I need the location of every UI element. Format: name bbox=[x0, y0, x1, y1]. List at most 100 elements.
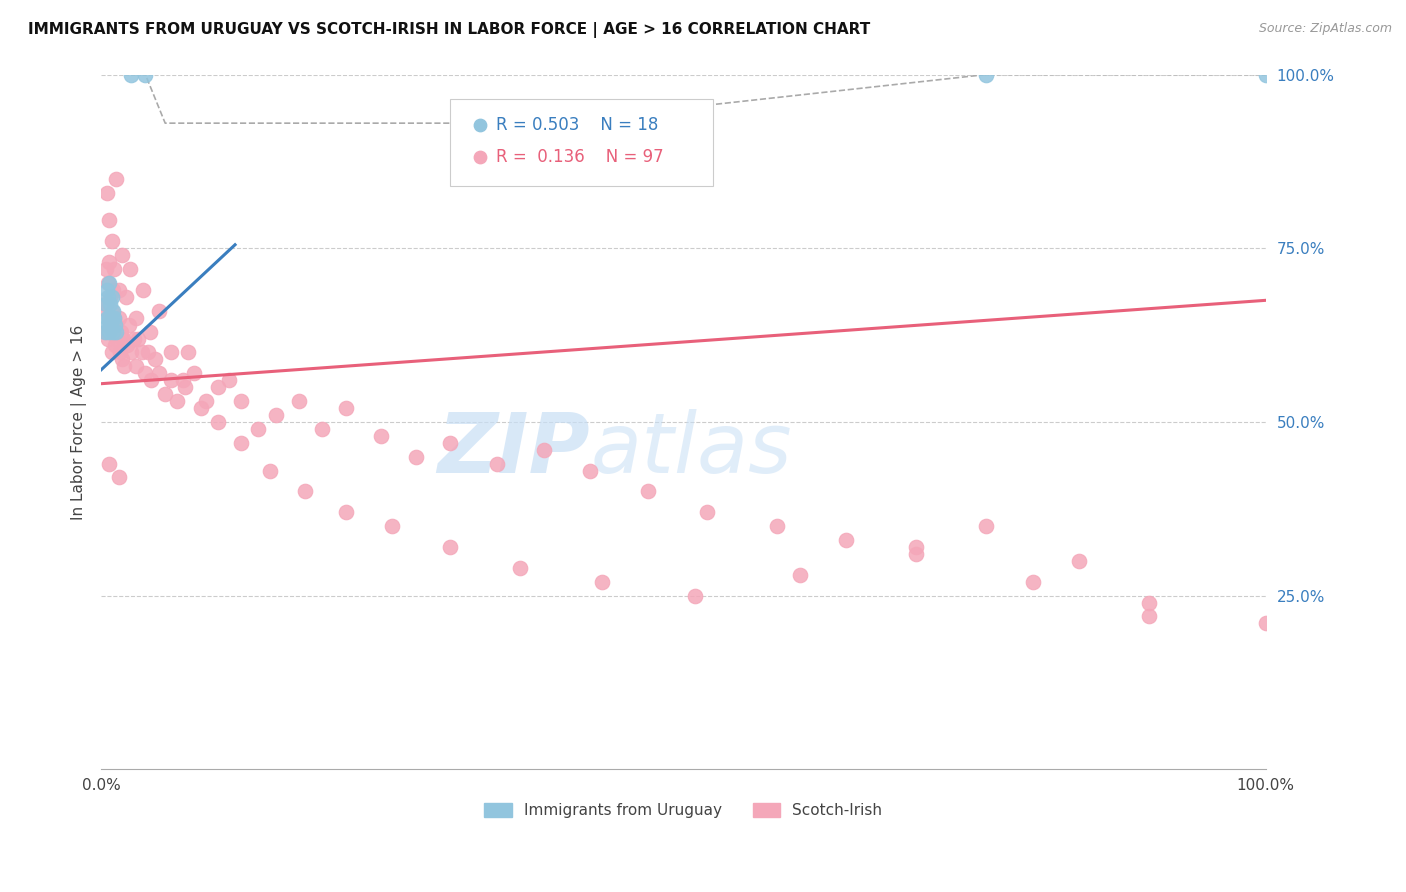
Point bbox=[141, 373, 163, 387]
FancyBboxPatch shape bbox=[450, 99, 713, 186]
Point bbox=[134, 68, 156, 82]
Point bbox=[139, 325, 162, 339]
Point bbox=[905, 540, 928, 554]
Point bbox=[177, 345, 200, 359]
Point bbox=[93, 297, 115, 311]
Point bbox=[579, 464, 602, 478]
Point bbox=[100, 234, 122, 248]
Point bbox=[104, 338, 127, 352]
Point bbox=[509, 561, 531, 575]
Point bbox=[101, 325, 124, 339]
Point bbox=[93, 325, 115, 339]
Point bbox=[335, 505, 357, 519]
Point bbox=[107, 470, 129, 484]
Point bbox=[174, 380, 197, 394]
Point bbox=[101, 283, 124, 297]
Point bbox=[94, 297, 117, 311]
Point bbox=[311, 422, 333, 436]
Point bbox=[696, 505, 718, 519]
Text: atlas: atlas bbox=[591, 409, 792, 491]
Point bbox=[98, 255, 121, 269]
Point bbox=[439, 435, 461, 450]
Point bbox=[288, 394, 311, 409]
Point bbox=[765, 519, 787, 533]
Point bbox=[134, 366, 156, 380]
Point bbox=[381, 519, 404, 533]
Point bbox=[100, 318, 122, 332]
Point bbox=[1254, 616, 1277, 631]
Point bbox=[405, 450, 427, 464]
Point bbox=[1254, 68, 1277, 82]
Point bbox=[229, 435, 252, 450]
Legend: Immigrants from Uruguay, Scotch-Irish: Immigrants from Uruguay, Scotch-Irish bbox=[478, 797, 889, 824]
Point bbox=[105, 325, 128, 339]
Point bbox=[172, 373, 194, 387]
Point bbox=[97, 290, 120, 304]
Point bbox=[468, 118, 491, 132]
Point bbox=[112, 332, 135, 346]
Point bbox=[125, 310, 148, 325]
Point bbox=[1137, 609, 1160, 624]
Point bbox=[103, 310, 125, 325]
Point bbox=[132, 283, 155, 297]
Point bbox=[591, 574, 613, 589]
Point bbox=[111, 352, 134, 367]
Point bbox=[97, 276, 120, 290]
Point bbox=[98, 213, 121, 227]
Point bbox=[107, 332, 129, 346]
Point bbox=[207, 415, 229, 429]
Point bbox=[108, 345, 131, 359]
Point bbox=[335, 401, 357, 415]
Point bbox=[115, 338, 138, 352]
Point bbox=[264, 408, 287, 422]
Point bbox=[294, 484, 316, 499]
Text: ZIP: ZIP bbox=[437, 409, 591, 491]
Point bbox=[114, 290, 136, 304]
Point bbox=[974, 68, 997, 82]
Point bbox=[143, 352, 166, 367]
Point bbox=[107, 310, 129, 325]
Point bbox=[486, 457, 509, 471]
Point bbox=[96, 310, 118, 325]
Point bbox=[370, 429, 392, 443]
Point bbox=[105, 318, 128, 332]
Point bbox=[98, 325, 121, 339]
Point bbox=[96, 303, 118, 318]
Point bbox=[120, 262, 142, 277]
Point bbox=[96, 283, 118, 297]
Point bbox=[104, 318, 127, 332]
Point bbox=[166, 394, 188, 409]
Text: IMMIGRANTS FROM URUGUAY VS SCOTCH-IRISH IN LABOR FORCE | AGE > 16 CORRELATION CH: IMMIGRANTS FROM URUGUAY VS SCOTCH-IRISH … bbox=[28, 22, 870, 38]
Point bbox=[229, 394, 252, 409]
Point bbox=[100, 297, 122, 311]
Point bbox=[120, 345, 142, 359]
Point bbox=[94, 325, 117, 339]
Point bbox=[194, 394, 217, 409]
Point bbox=[183, 366, 205, 380]
Point bbox=[100, 290, 122, 304]
Point bbox=[98, 310, 121, 325]
Point bbox=[125, 359, 148, 374]
Point bbox=[94, 262, 117, 277]
Point bbox=[905, 547, 928, 561]
Point bbox=[148, 303, 170, 318]
Point bbox=[148, 366, 170, 380]
Point bbox=[153, 387, 176, 401]
Point bbox=[160, 345, 183, 359]
Point bbox=[1022, 574, 1045, 589]
Point bbox=[101, 303, 124, 318]
Point bbox=[120, 68, 142, 82]
Point bbox=[111, 248, 134, 262]
Point bbox=[97, 318, 120, 332]
Point bbox=[96, 186, 118, 200]
Point bbox=[100, 318, 122, 332]
Y-axis label: In Labor Force | Age > 16: In Labor Force | Age > 16 bbox=[72, 325, 87, 519]
Point bbox=[468, 149, 491, 163]
Point bbox=[97, 332, 120, 346]
Point bbox=[974, 519, 997, 533]
Point bbox=[136, 345, 159, 359]
Point bbox=[107, 283, 129, 297]
Point bbox=[259, 464, 281, 478]
Point bbox=[190, 401, 212, 415]
Point bbox=[533, 442, 555, 457]
